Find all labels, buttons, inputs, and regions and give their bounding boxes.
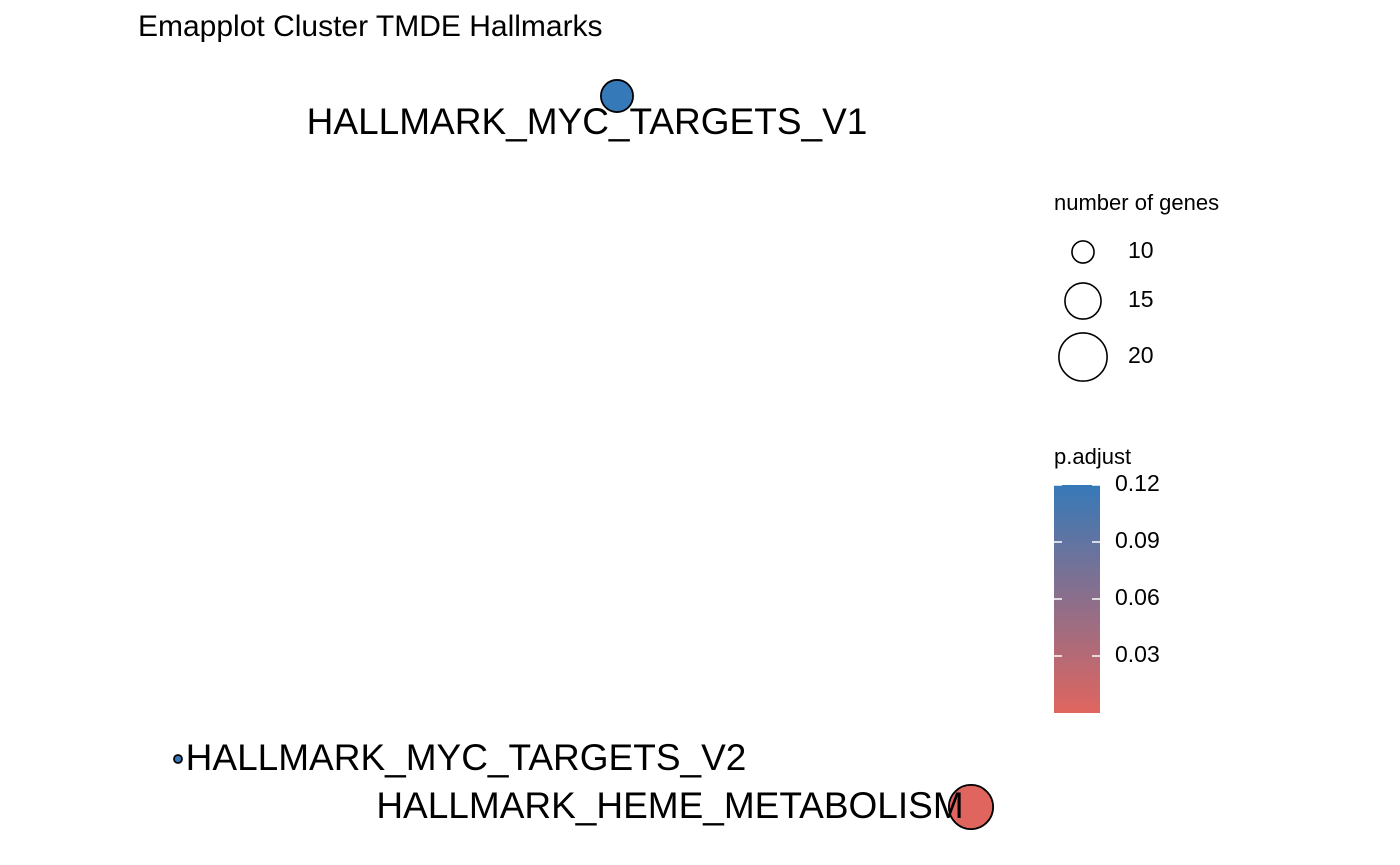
node-point (600, 79, 634, 113)
node-label: HALLMARK_HEME_METABOLISM (376, 785, 963, 826)
size-legend-label: 15 (1128, 286, 1154, 312)
colorbar-tick-label: 0.03 (1115, 641, 1160, 667)
size-legend-key (1071, 240, 1095, 264)
color-legend: 0.12 0.09 0.06 0.03 (1054, 470, 1160, 713)
size-legend-title: number of genes (1054, 190, 1220, 215)
size-legend-label: 10 (1128, 237, 1154, 263)
chart-title: Emapplot Cluster TMDE Hallmarks (138, 10, 603, 43)
colorbar-tick-label: 0.06 (1115, 584, 1160, 610)
node-point (173, 754, 183, 764)
node-point (947, 783, 995, 831)
node-labels-layer: HALLMARK_MYC_TARGETS_V1 HALLMARK_MYC_TARG… (186, 101, 964, 826)
node-label: HALLMARK_MYC_TARGETS_V1 (307, 101, 868, 142)
size-legend: 10 15 20 (1058, 237, 1154, 382)
colorbar-tick-label: 0.09 (1115, 527, 1160, 553)
node-label: HALLMARK_MYC_TARGETS_V2 (186, 737, 747, 778)
color-legend-title: p.adjust (1054, 444, 1132, 469)
nodes-layer (173, 79, 995, 831)
size-legend-key (1058, 332, 1108, 382)
colorbar-tick-label: 0.12 (1115, 470, 1160, 496)
size-legend-key (1064, 282, 1102, 320)
size-legend-label: 20 (1128, 342, 1154, 368)
